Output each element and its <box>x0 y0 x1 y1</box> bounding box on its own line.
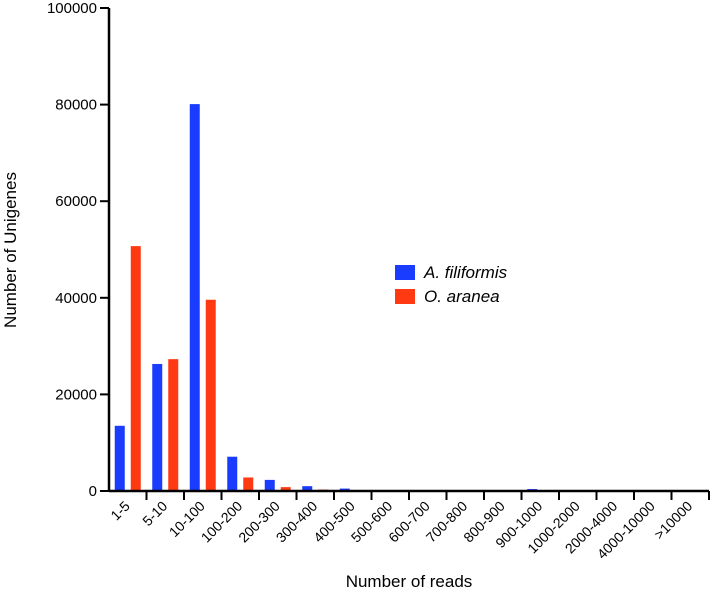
bar-a-filiformis <box>264 479 275 491</box>
y-tick-label: 0 <box>89 483 97 500</box>
x-axis-title: Number of reads <box>346 572 473 591</box>
x-tick-label: 5-10 <box>139 498 170 529</box>
x-tick-label: 1-5 <box>107 498 133 524</box>
legend-swatch-o-aranea <box>395 289 415 304</box>
x-tick-label: >10000 <box>651 498 696 543</box>
y-axis-title: Number of Unigenes <box>1 172 20 328</box>
y-tick-label: 20000 <box>55 386 97 403</box>
y-axis: 0 20000 40000 60000 80000 100000 <box>47 0 111 500</box>
bars-layer <box>114 104 538 492</box>
bar-a-filiformis <box>152 363 163 491</box>
bar-a-filiformis <box>302 486 313 491</box>
legend-label-a-filiformis: A. filiformis <box>423 263 508 282</box>
legend: A. filiformis O. aranea <box>395 263 508 306</box>
y-tick-label: 100000 <box>47 0 97 17</box>
bar-o-aranea <box>205 299 216 491</box>
legend-label-o-aranea: O. aranea <box>424 287 500 306</box>
y-tick-label: 40000 <box>55 290 97 307</box>
bar-o-aranea <box>243 477 254 491</box>
bar-a-filiformis <box>227 456 238 491</box>
bar-o-aranea <box>168 359 179 491</box>
y-tick-label: 80000 <box>55 97 97 114</box>
bar-o-aranea <box>130 246 141 491</box>
legend-swatch-a-filiformis <box>395 265 415 280</box>
y-tick-label: 60000 <box>55 193 97 210</box>
bar-a-filiformis <box>114 425 125 491</box>
bar-a-filiformis <box>189 104 200 491</box>
bar-o-aranea <box>280 487 291 491</box>
x-axis: 1-5 5-1010-100100-200200-300300-400400-50… <box>107 489 710 562</box>
